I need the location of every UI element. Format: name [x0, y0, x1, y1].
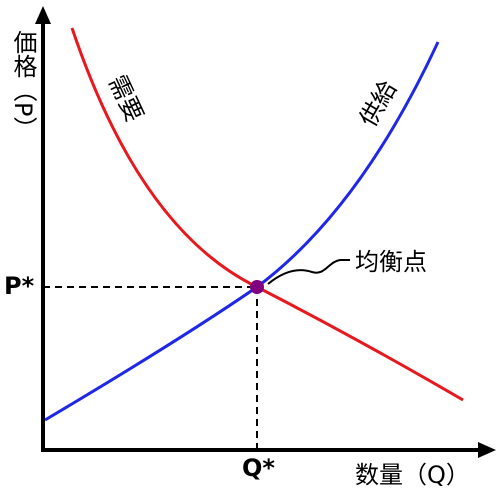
x-axis-arrow	[478, 442, 496, 458]
y-axis-label: 価格（P）	[9, 30, 37, 141]
equilibrium-point	[250, 280, 264, 294]
quantity-label: Q*	[242, 454, 275, 482]
x-axis-label: 数量（Q）	[355, 461, 470, 489]
price-label: P*	[4, 272, 35, 300]
demand-curve	[70, 27, 464, 402]
equilibrium-label: 均衡点	[355, 248, 427, 276]
y-axis-arrow	[35, 6, 51, 24]
pointer-line	[267, 259, 350, 285]
